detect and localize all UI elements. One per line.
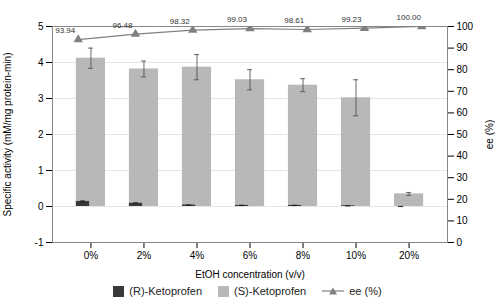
svg-text:0: 0 [457,237,463,248]
svg-text:98.61: 98.61 [284,16,305,25]
svg-text:40: 40 [457,150,469,161]
svg-text:ee (%): ee (%) [484,120,495,149]
svg-text:EtOH concentration (v/v): EtOH concentration (v/v) [195,269,304,280]
svg-text:30: 30 [457,172,469,183]
svg-text:6%: 6% [243,250,258,261]
svg-text:-1: -1 [35,237,44,248]
svg-text:96.48: 96.48 [112,21,133,30]
html-text:(S)-Ketoprofen: (S)-Ketoprofen [234,285,307,297]
svg-text:10%: 10% [346,250,366,261]
svg-text:10: 10 [457,215,469,226]
svg-text:2%: 2% [137,250,152,261]
svg-text:1: 1 [38,165,44,176]
svg-text:4: 4 [38,57,44,68]
svg-text:100.00: 100.00 [397,13,422,22]
html-text:ee (%): ee (%) [349,285,382,297]
svg-text:60: 60 [457,107,469,118]
svg-text:50: 50 [457,129,469,140]
svg-text:20%: 20% [399,250,419,261]
svg-text:99.23: 99.23 [341,15,362,24]
html-text:(R)-Ketoprofen: (R)-Ketoprofen [129,285,203,297]
svg-text:4%: 4% [190,250,205,261]
svg-text:99.03: 99.03 [227,15,248,24]
svg-text:3: 3 [38,93,44,104]
svg-text:98.32: 98.32 [170,17,191,26]
svg-text:2: 2 [38,129,44,140]
svg-text:5: 5 [38,21,44,32]
svg-text:8%: 8% [296,250,311,261]
svg-text:Specific activity (mM/mg prote: Specific activity (mM/mg protein-min) [2,53,13,217]
svg-text:100: 100 [457,21,474,32]
svg-text:70: 70 [457,86,469,97]
svg-text:0: 0 [38,201,44,212]
svg-text:0%: 0% [84,250,99,261]
svg-text:93.94: 93.94 [55,26,76,35]
svg-text:80: 80 [457,64,469,75]
svg-text:20: 20 [457,194,469,205]
svg-text:90: 90 [457,42,469,53]
